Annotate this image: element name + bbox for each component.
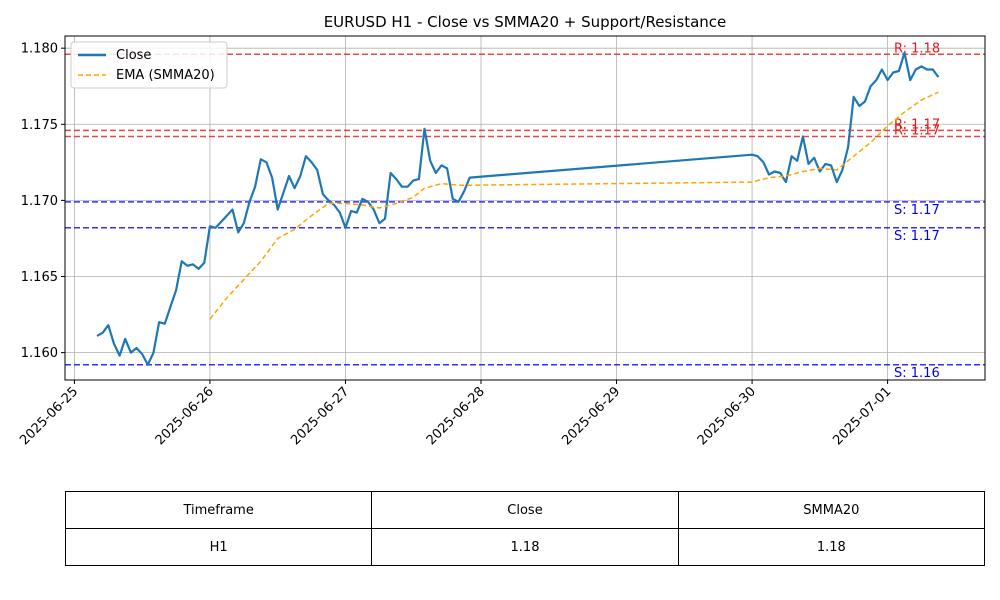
x-axis: 2025-06-25 2025-06-26 2025-06-27 2025-06-28… — [17, 380, 894, 448]
table-cell: 1.18 — [677, 528, 986, 566]
x-tick-label: 2025-06-25 — [17, 384, 81, 448]
support-resistance-lines: R: 1.18 R: 1.17R: 1.17 S: 1.17 S: 1.17 S: 1.… — [65, 41, 985, 381]
y-tick-label: 1.175 — [21, 118, 58, 133]
table-header-row: Timeframe Close SMMA20 — [64, 491, 986, 529]
table-header-cell: SMMA20 — [677, 491, 986, 529]
table-header-cell: Timeframe — [64, 491, 373, 529]
table-row: H1 1.18 1.18 — [64, 528, 986, 566]
x-tick-label: 2025-06-29 — [559, 384, 623, 448]
support-label: S: 1.17 — [894, 229, 940, 244]
plot-frame — [64, 35, 986, 381]
legend-box — [70, 41, 228, 89]
y-tick-label: 1.180 — [21, 42, 58, 57]
resistance-label: R: 1.17 — [894, 117, 940, 132]
x-tick-label: 2025-06-27 — [288, 384, 352, 448]
resistance-label: R: 1.18 — [894, 41, 940, 56]
x-tick-label: 2025-06-28 — [424, 384, 488, 448]
table-header-cell: Close — [371, 491, 679, 529]
y-tick-label: 1.170 — [21, 194, 58, 209]
chart-title: EURUSD H1 - Close vs SMMA20 + Support/Re… — [324, 13, 727, 31]
summary-table: Timeframe Close SMMA20 H1 1.18 1.18 — [64, 491, 986, 566]
ema-series-line — [209, 91, 939, 320]
table-cell: H1 — [64, 528, 373, 566]
support-label: S: 1.16 — [894, 366, 940, 381]
legend-close-label: Close — [116, 48, 151, 63]
chart: EURUSD H1 - Close vs SMMA20 + Support/Re… — [17, 13, 986, 448]
close-series-line — [96, 51, 940, 366]
x-tick-label: 2025-06-30 — [695, 384, 759, 448]
y-axis: 1.160 1.165 1.170 1.175 1.180 — [21, 42, 65, 361]
y-tick-label: 1.165 — [21, 270, 58, 285]
support-label: S: 1.17 — [894, 203, 940, 218]
legend-ema-label: EMA (SMMA20) — [116, 68, 215, 83]
legend: Close EMA (SMMA20) — [70, 41, 228, 89]
resistance-label: R: 1.17 — [894, 123, 940, 138]
y-tick-label: 1.160 — [21, 346, 58, 361]
series-lines — [96, 51, 940, 366]
table-cell: 1.18 — [371, 528, 679, 566]
x-tick-label: 2025-06-26 — [153, 384, 217, 448]
x-tick-label: 2025-07-01 — [830, 384, 894, 448]
